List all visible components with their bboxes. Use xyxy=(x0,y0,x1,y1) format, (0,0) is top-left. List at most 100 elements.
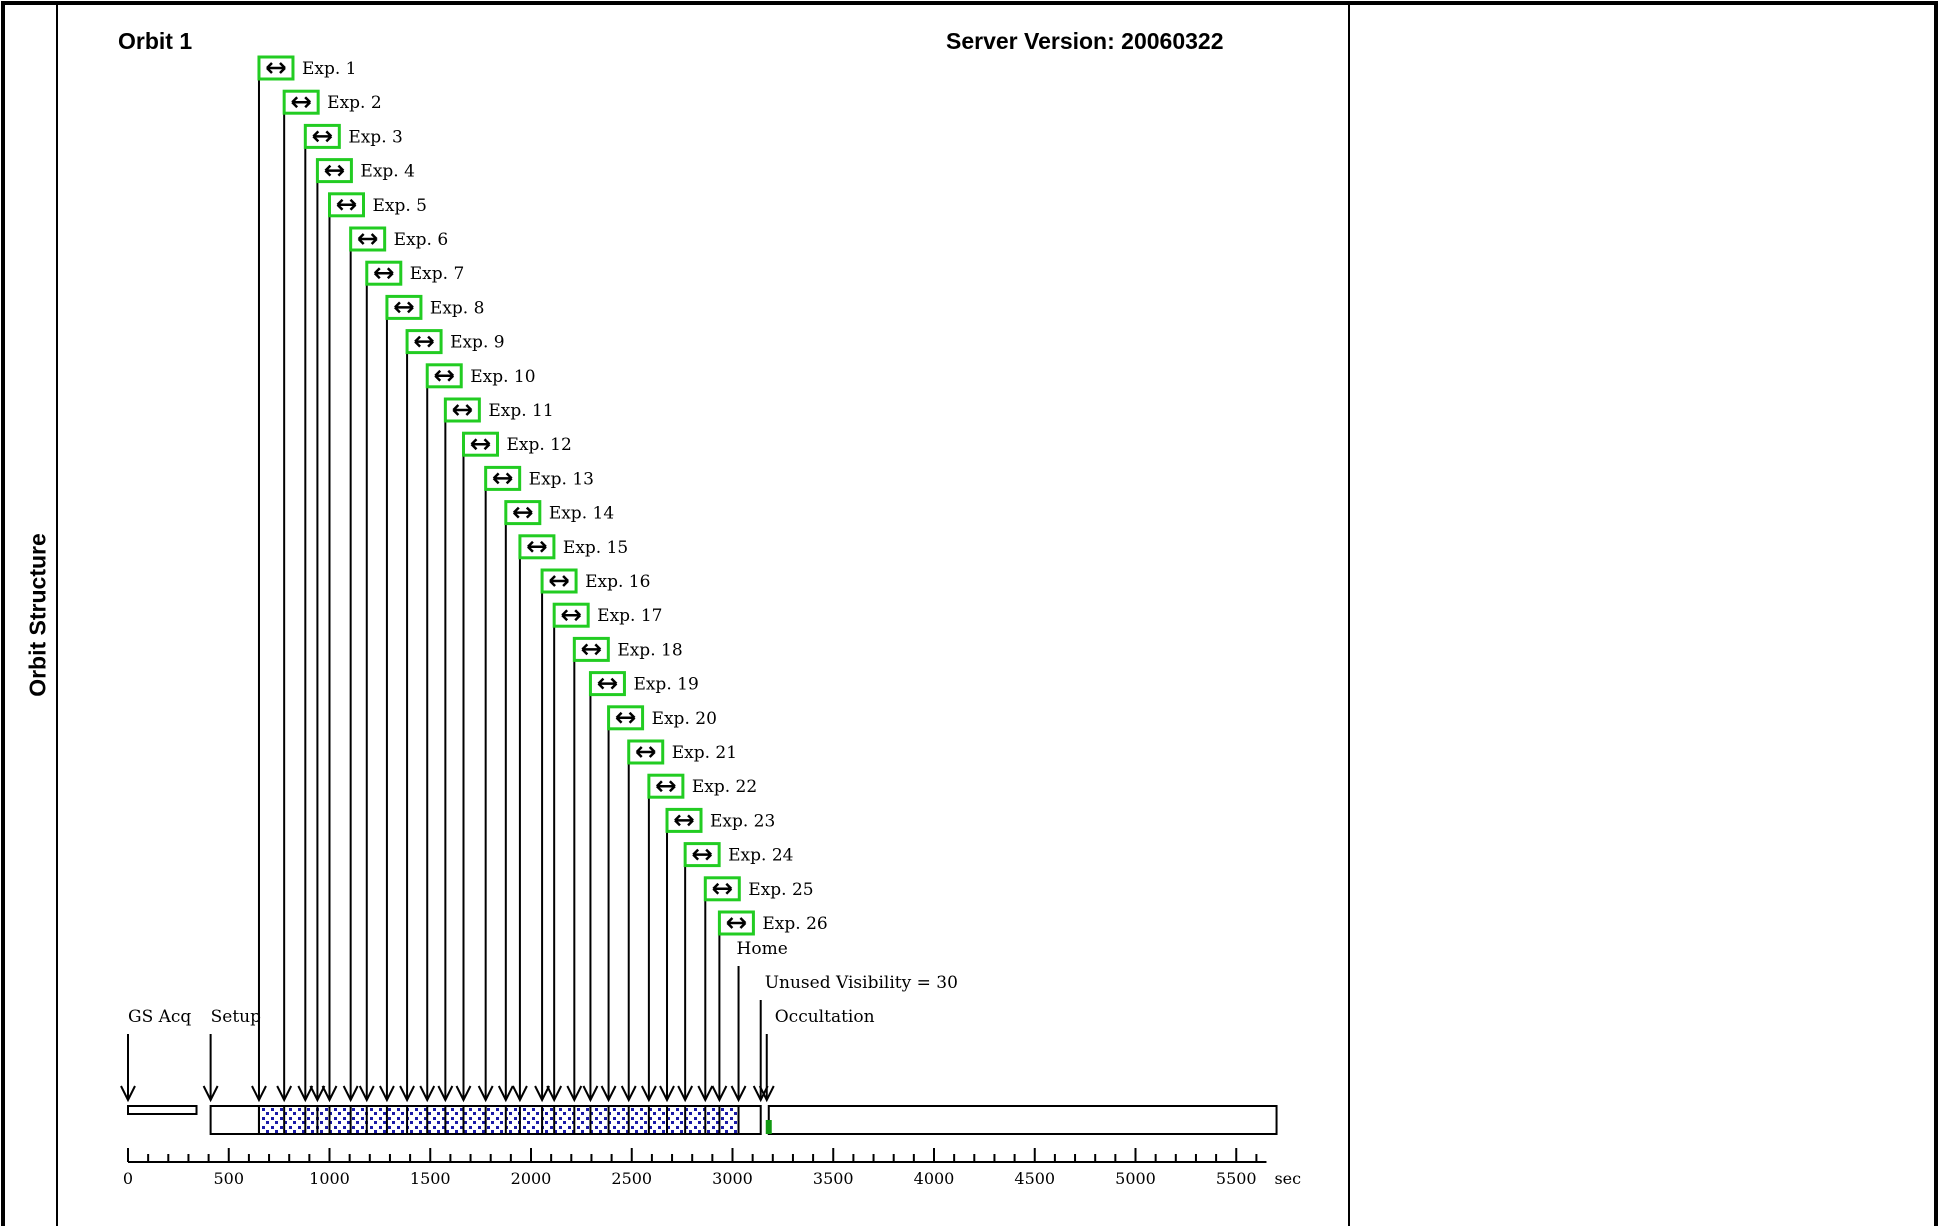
exposure-arrowhead xyxy=(497,1085,514,1103)
axis-tick-label: 2500 xyxy=(611,1169,652,1188)
expand-arrows-icon xyxy=(405,329,443,355)
exposure-arrowhead xyxy=(600,1085,617,1103)
icon-arrows xyxy=(434,369,455,382)
icon-arrows xyxy=(373,267,394,280)
exposure-arrowhead xyxy=(276,1085,293,1103)
exposure-label: Exp. 14 xyxy=(549,504,614,524)
event-label: GS Acq xyxy=(128,1007,191,1027)
exposure-label: Exp. 24 xyxy=(728,846,793,866)
expand-arrows-icon xyxy=(665,807,703,833)
timeline-segment-setup xyxy=(209,1105,260,1135)
exposure-label: Exp. 17 xyxy=(597,606,662,626)
exposure-arrowhead xyxy=(379,1085,395,1103)
expand-arrows-icon xyxy=(504,500,542,526)
event-label: Unused Visibility = 30 xyxy=(765,973,958,993)
exposure-label: Exp. 13 xyxy=(529,469,594,489)
expand-arrows-icon xyxy=(627,739,665,765)
icon-arrows xyxy=(357,233,378,245)
expand-arrows-icon xyxy=(552,602,590,628)
axis-tick-label: 1500 xyxy=(410,1169,451,1188)
expand-arrows-icon xyxy=(443,397,481,423)
exposure-label: Exp. 22 xyxy=(692,777,757,797)
icon-arrows xyxy=(527,540,547,553)
event-arrowhead xyxy=(120,1085,136,1103)
exposure-arrowhead xyxy=(659,1085,675,1103)
timeline-segment-occultation xyxy=(767,1105,1278,1135)
expand-arrows-icon xyxy=(303,123,341,149)
expand-arrows-icon xyxy=(282,89,320,115)
expand-arrows-icon xyxy=(425,363,463,389)
expand-arrows-icon xyxy=(540,568,578,594)
orbit-structure-label: Orbit Structure xyxy=(24,533,51,697)
axis-unit-label: sec xyxy=(1274,1169,1301,1188)
icon-arrows xyxy=(726,917,747,929)
expand-arrows-icon xyxy=(385,294,423,320)
exposure-arrowhead xyxy=(437,1085,454,1103)
icon-arrows xyxy=(512,506,533,519)
icon-arrows xyxy=(597,677,618,690)
event-arrowhead xyxy=(752,1085,769,1103)
exposure-arrowhead xyxy=(534,1085,550,1103)
icon-arrows xyxy=(692,848,713,861)
icon-arrows xyxy=(561,609,582,622)
icon-arrows xyxy=(549,575,569,587)
exposure-label: Exp. 20 xyxy=(652,709,717,729)
expand-arrows-icon xyxy=(315,158,353,184)
event-arrowhead xyxy=(202,1085,219,1103)
exposure-label: Exp. 25 xyxy=(748,880,813,900)
exposure-arrowhead xyxy=(477,1085,494,1103)
exposure-arrowhead xyxy=(546,1085,563,1103)
event-arrowhead xyxy=(758,1085,775,1103)
exposure-arrowhead xyxy=(297,1085,314,1103)
expand-arrows-icon xyxy=(683,842,721,868)
icon-arrows xyxy=(414,335,434,348)
expand-arrows-icon xyxy=(365,260,403,286)
exposure-arrowhead xyxy=(309,1085,326,1103)
exposure-arrowhead xyxy=(399,1085,415,1103)
exposure-label: Exp. 21 xyxy=(672,743,737,763)
orbit-timeline-diagram: Exp. 1 Exp. 2 Exp. 3 Exp. 4 Exp. 5 Exp. 6 Exp.… xyxy=(120,55,1301,1188)
exposure-arrowhead xyxy=(620,1085,637,1103)
axis-tick-label: 3000 xyxy=(712,1169,753,1188)
exposure-label: Exp. 2 xyxy=(327,93,382,113)
exposure-label: Exp. 11 xyxy=(488,401,553,421)
icon-arrows xyxy=(470,438,491,451)
exposure-arrowhead xyxy=(358,1085,375,1103)
icon-arrows xyxy=(291,96,312,109)
event-label: Occultation xyxy=(775,1007,875,1027)
exposure-label: Exp. 12 xyxy=(506,435,571,455)
exposure-arrowhead xyxy=(582,1085,599,1103)
exposure-label: Exp. 15 xyxy=(563,538,628,558)
axis-tick-label: 0 xyxy=(123,1169,133,1188)
axis-tick-label: 5500 xyxy=(1216,1169,1257,1188)
exposure-label: Exp. 6 xyxy=(394,230,449,250)
event-label: Home xyxy=(737,939,788,959)
exposure-label: Exp. 9 xyxy=(450,333,505,353)
exposure-arrowhead xyxy=(342,1085,359,1103)
server-version: Server Version: 20060322 xyxy=(946,28,1224,54)
icon-arrows xyxy=(312,130,333,143)
exposure-arrowhead xyxy=(251,1085,267,1103)
exposure-arrowhead xyxy=(419,1085,436,1103)
icon-arrows xyxy=(492,472,513,485)
exposure-label: Exp. 1 xyxy=(302,59,357,79)
exposure-label: Exp. 8 xyxy=(430,298,485,318)
exposure-arrowhead xyxy=(711,1085,728,1103)
expand-arrows-icon xyxy=(349,226,387,252)
exposure-label: Exp. 4 xyxy=(360,162,415,182)
expand-arrows-icon xyxy=(717,910,755,936)
expand-arrows-icon xyxy=(518,534,556,560)
exposure-arrowhead xyxy=(512,1085,528,1103)
exposure-label: Exp. 16 xyxy=(585,572,650,592)
exposure-label: Exp. 18 xyxy=(617,640,682,660)
icon-arrows xyxy=(712,882,733,895)
axis-tick-label: 4000 xyxy=(914,1169,955,1188)
axis-tick-label: 4500 xyxy=(1014,1169,1055,1188)
icon-arrows xyxy=(581,643,602,656)
timeline-segment-home xyxy=(737,1105,762,1135)
axis-tick-label: 5000 xyxy=(1115,1169,1156,1188)
timeline-segment-gs-acq xyxy=(127,1105,198,1115)
expand-arrows-icon xyxy=(588,671,626,697)
icon-arrows xyxy=(615,711,636,724)
